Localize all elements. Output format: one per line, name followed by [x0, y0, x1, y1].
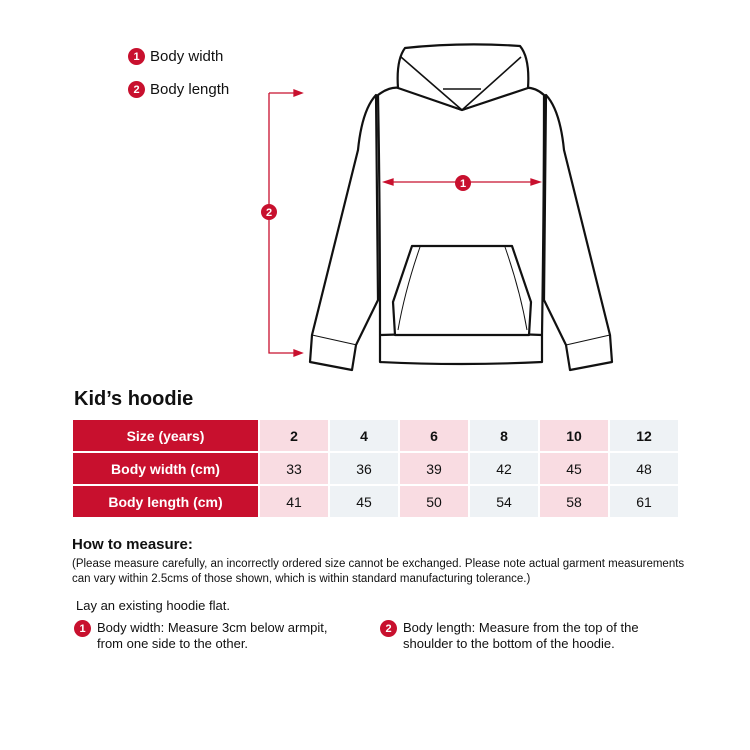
value-cell: 54	[470, 486, 538, 517]
measure-note: (Please measure carefully, an incorrectl…	[72, 558, 685, 585]
legend-body-width: 1 Body width	[128, 48, 223, 65]
measure-lines	[261, 89, 543, 357]
chart-title: Kid’s hoodie	[74, 388, 194, 410]
value-cell: 61	[610, 486, 678, 517]
size-cell: 10	[540, 420, 608, 451]
legend-label: Body length	[150, 81, 230, 98]
value-cell: 50	[400, 486, 468, 517]
size-cell: 12	[610, 420, 678, 451]
size-cell: 2	[260, 420, 328, 451]
value-cell: 45	[540, 453, 608, 484]
table-row: Body width (cm) 33 36 39 42 45 48	[73, 453, 678, 484]
step-body-width: 1 Body width: Measure 3cm below armpit, f…	[74, 620, 344, 652]
value-cell: 41	[260, 486, 328, 517]
value-cell: 45	[330, 486, 398, 517]
legend-label: Body width	[150, 48, 224, 65]
size-cell: 4	[330, 420, 398, 451]
hoodie-outline	[308, 43, 614, 372]
step-text: Body length: Measure from the top of the…	[403, 620, 639, 651]
step-body-length: 2 Body length: Measure from the top of th…	[380, 620, 650, 652]
header-cell: Size (years)	[73, 420, 258, 451]
marker-1: 1	[128, 48, 145, 65]
size-cell: 8	[470, 420, 538, 451]
measure-intro: Lay an existing hoodie flat.	[76, 598, 230, 613]
value-cell: 58	[540, 486, 608, 517]
length-marker: 2	[266, 207, 272, 219]
marker-2: 2	[380, 620, 397, 637]
value-cell: 42	[470, 453, 538, 484]
row-label: Body width (cm)	[73, 453, 258, 484]
value-cell: 39	[400, 453, 468, 484]
hoodie-diagram: 1 2	[261, 43, 614, 372]
step-text: Body width: Measure 3cm below armpit, fr…	[97, 620, 328, 651]
width-marker: 1	[460, 178, 466, 190]
size-cell: 6	[400, 420, 468, 451]
legend-body-length: 2 Body length	[128, 81, 229, 98]
table-row: Size (years) 2 4 6 8 10 12	[73, 420, 678, 451]
size-table: Size (years) 2 4 6 8 10 12 Body width (c…	[71, 418, 680, 519]
value-cell: 33	[260, 453, 328, 484]
marker-1: 1	[74, 620, 91, 637]
row-label: Body length (cm)	[73, 486, 258, 517]
table-row: Body length (cm) 41 45 50 54 58 61	[73, 486, 678, 517]
value-cell: 36	[330, 453, 398, 484]
how-to-heading: How to measure:	[72, 536, 193, 553]
marker-2: 2	[128, 81, 145, 98]
value-cell: 48	[610, 453, 678, 484]
